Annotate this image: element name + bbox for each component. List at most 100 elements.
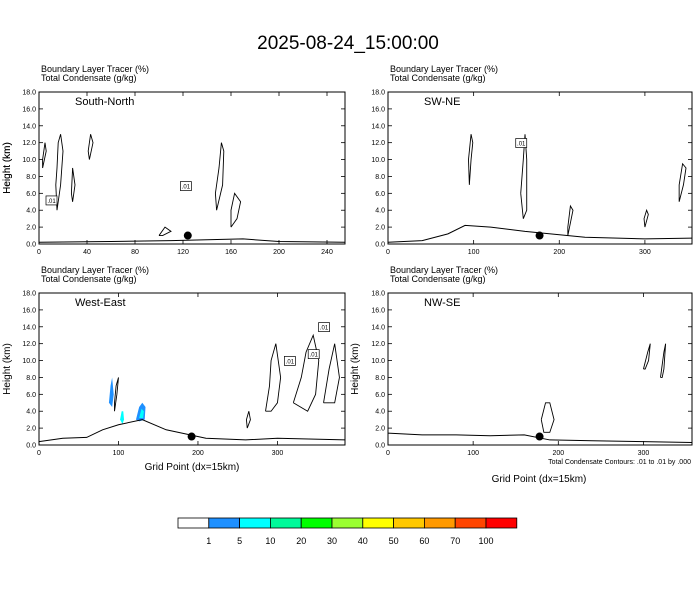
y-tick-label: 16.0: [371, 307, 385, 314]
location-marker: [535, 231, 544, 240]
contour-label-box: [318, 322, 330, 332]
section-title: NW-SE: [424, 297, 460, 309]
condensate-contour: [214, 142, 225, 211]
tracer-fill: [120, 411, 125, 424]
colorbar-swatch: [393, 517, 425, 529]
y-tick-label: 2.0: [26, 426, 36, 433]
y-tick-label: 2.0: [375, 225, 385, 232]
condensate-contour: [42, 142, 47, 169]
contour-footnote: Total Condensate Contours: .01 to .01 by…: [548, 459, 691, 466]
condensate-contour: [70, 167, 76, 202]
colorbar-label: 50: [389, 536, 399, 546]
y-tick-label: 4.0: [26, 409, 36, 416]
y-tick-label: 8.0: [375, 174, 385, 181]
condensate-contour: [660, 343, 667, 378]
y-tick-label: 18.0: [22, 90, 36, 97]
colorbar-label: 10: [265, 536, 275, 546]
y-tick-label: 2.0: [375, 426, 385, 433]
y-tick-label: 4.0: [375, 208, 385, 215]
contour-label-box: [45, 195, 58, 206]
x-tick-label: 100: [113, 450, 125, 457]
y-tick-label: 12.0: [371, 140, 385, 147]
y-tick-label: 14.0: [22, 324, 36, 331]
y-tick-label: 6.0: [375, 191, 385, 198]
section-title: SW-NE: [424, 96, 460, 108]
x-tick-label: 100: [467, 450, 479, 457]
y-tick-label: 8.0: [375, 375, 385, 382]
contour-label-box: [284, 356, 296, 366]
location-marker: [183, 231, 192, 240]
panel-label-tracer: Boundary Layer Tracer (%): [41, 265, 149, 275]
contour-label: .01: [286, 359, 295, 365]
condensate-contour: [158, 226, 172, 237]
contour-label: .01: [517, 142, 526, 148]
panel-label-condensate: Total Condensate (g/kg): [390, 73, 486, 83]
y-tick-label: 10.0: [371, 358, 385, 365]
x-axis-label-left: Grid Point (dx=15km): [145, 462, 240, 473]
condensate-contour: [567, 204, 574, 236]
colorbar: 1 5 10 20 30 40 50 60 70 100: [177, 517, 518, 546]
y-tick-label: 6.0: [26, 392, 36, 399]
x-tick-label: 0: [37, 450, 41, 457]
x-tick-label: 200: [552, 450, 564, 457]
panel-west-east: Boundary Layer Tracer (%)Total Condensat…: [2, 265, 346, 457]
panel-label-condensate: Total Condensate (g/kg): [41, 73, 137, 83]
y-tick-label: 2.0: [26, 225, 36, 232]
colorbar-swatch: [485, 517, 518, 529]
condensate-contour: [643, 208, 649, 228]
x-tick-label: 120: [177, 249, 189, 256]
condensate-contour: [520, 134, 528, 219]
y-tick-label: 18.0: [371, 291, 385, 298]
y-tick-label: 14.0: [22, 123, 36, 130]
panel-label-condensate: Total Condensate (g/kg): [390, 274, 486, 284]
condensate-contour: [678, 162, 687, 202]
y-tick-label: 0.0: [375, 443, 385, 450]
section-title: West-East: [75, 297, 126, 309]
panel-label-condensate: Total Condensate (g/kg): [41, 274, 137, 284]
y-tick-label: 16.0: [22, 106, 36, 113]
y-tick-label: 12.0: [22, 341, 36, 348]
panel-label-tracer: Boundary Layer Tracer (%): [390, 265, 498, 275]
colorbar-swatch: [331, 517, 364, 529]
terrain-line: [38, 419, 346, 443]
colorbar-swatch: [362, 517, 394, 529]
y-tick-label: 6.0: [26, 191, 36, 198]
x-tick-label: 100: [468, 249, 480, 256]
panel-label-tracer: Boundary Layer Tracer (%): [41, 64, 149, 74]
colorbar-label: 20: [296, 536, 306, 546]
y-tick-label: 10.0: [371, 157, 385, 164]
y-tick-label: 0.0: [26, 443, 36, 450]
y-tick-label: 0.0: [375, 242, 385, 249]
condensate-contour: [245, 411, 251, 429]
contour-label: .01: [310, 353, 319, 359]
condensate-contour: [540, 402, 555, 433]
y-tick-label: 18.0: [22, 291, 36, 298]
x-tick-label: 0: [37, 249, 41, 256]
x-tick-label: 0: [386, 249, 390, 256]
y-tick-label: 4.0: [26, 208, 36, 215]
x-tick-label: 40: [83, 249, 91, 256]
colorbar-swatch: [300, 517, 333, 529]
y-axis-label: Height (km): [2, 142, 13, 194]
x-tick-label: 160: [225, 249, 237, 256]
colorbar-label: 30: [327, 536, 337, 546]
y-axis-label: Height (km): [2, 142, 13, 194]
y-tick-label: 10.0: [22, 358, 36, 365]
condensate-contour: [87, 134, 94, 160]
tracer-fill: [108, 377, 114, 407]
colorbar-swatch: [177, 517, 210, 529]
x-tick-label: 80: [131, 249, 139, 256]
y-axis-label: Height (km): [2, 343, 13, 395]
y-tick-label: 16.0: [371, 106, 385, 113]
plot-frame: [387, 91, 693, 245]
condensate-contour: [468, 134, 474, 185]
y-tick-label: 8.0: [26, 375, 36, 382]
y-axis-label: Height (km): [350, 343, 361, 395]
y-tick-label: 8.0: [26, 174, 36, 181]
colorbar-label: 5: [237, 536, 242, 546]
condensate-contour: [292, 333, 320, 412]
panel-sw-ne: Boundary Layer Tracer (%)Total Condensat…: [2, 64, 693, 256]
y-tick-label: 6.0: [375, 392, 385, 399]
colorbar-label: 60: [419, 536, 429, 546]
contour-label-box: [180, 181, 192, 191]
